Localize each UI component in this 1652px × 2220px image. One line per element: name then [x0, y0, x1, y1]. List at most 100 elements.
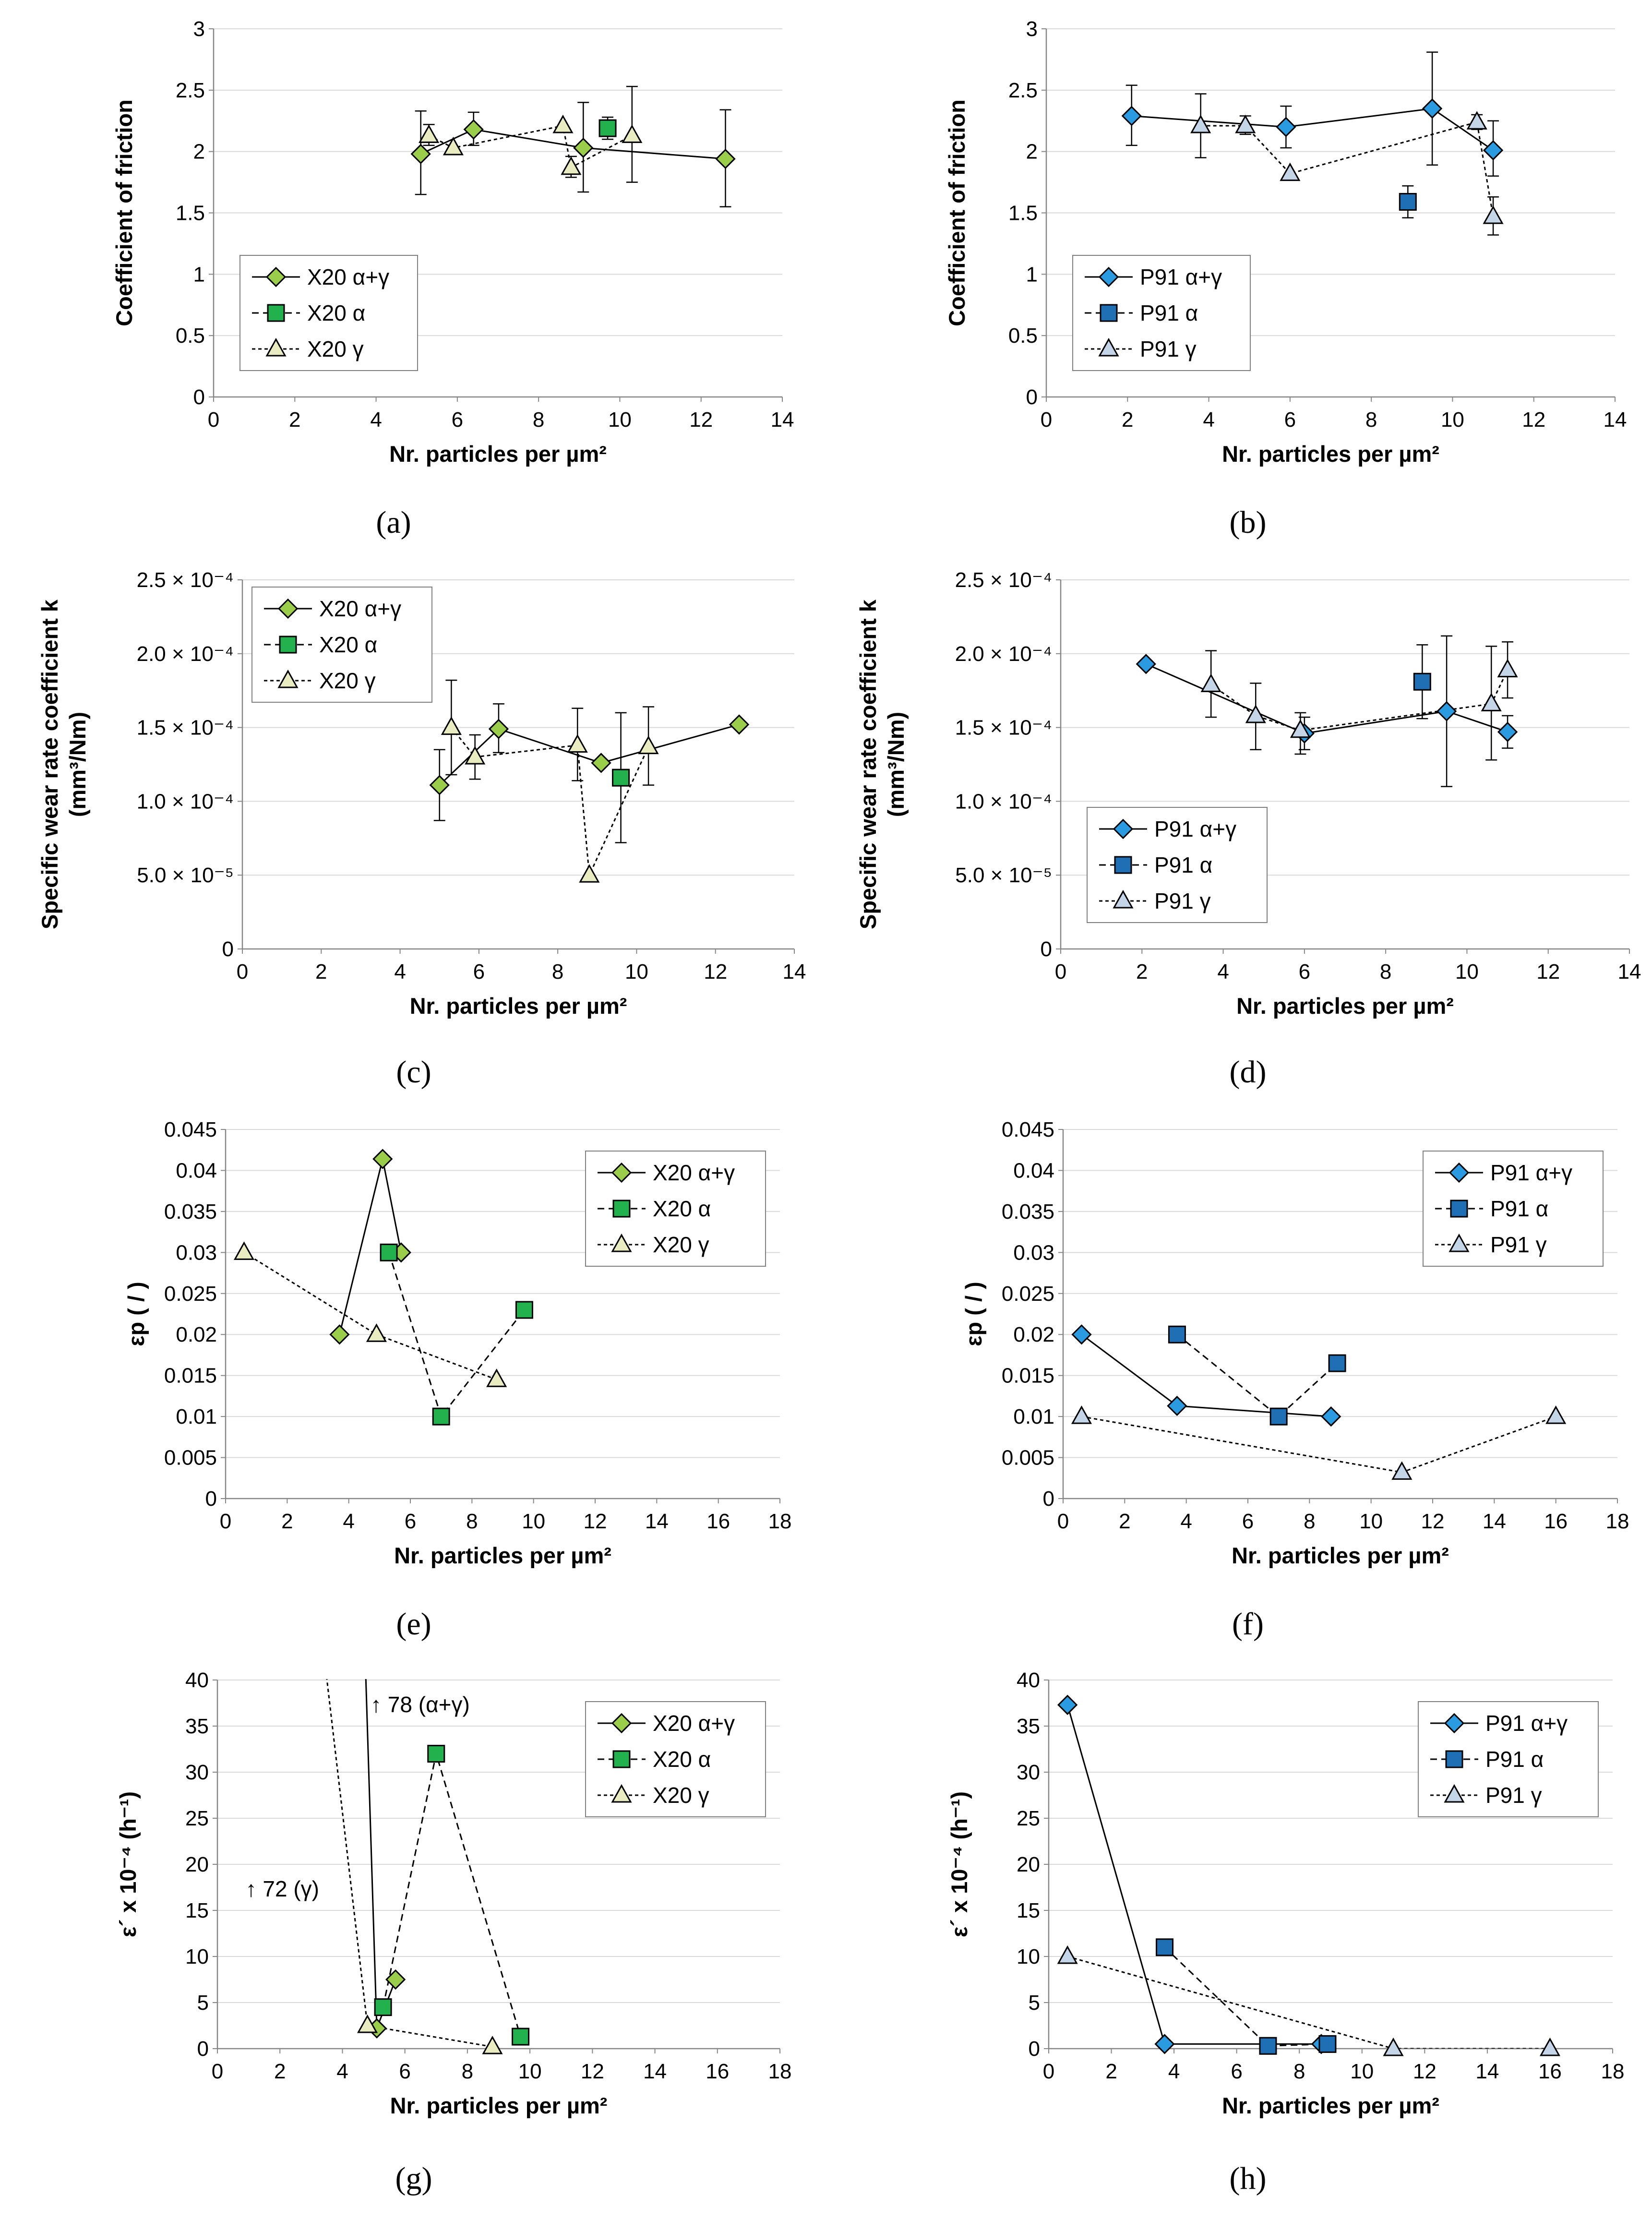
data-point-a-0-1 — [463, 119, 484, 140]
x-tick-label: 6 — [452, 408, 463, 432]
legend-label: P91 γ — [1485, 1783, 1542, 1808]
panel-caption: (c) — [396, 1055, 431, 1090]
x-tick-label: 2 — [1136, 960, 1148, 984]
data-point-a-2-3 — [561, 156, 582, 175]
data-point-b-2-1 — [1235, 114, 1256, 133]
x-tick-label: 16 — [706, 2060, 729, 2083]
data-point-f-0-0 — [1071, 1324, 1092, 1345]
legend: P91 α+γ P91 α P91 γ — [1087, 807, 1268, 923]
chart-panel-f: 0 0.005 0.01 0.015 0.02 0.025 0.03 0.035 0.04 0.0… — [961, 1118, 1629, 1642]
data-point-g-2-2 — [482, 2036, 503, 2054]
y-tick-label: 5 — [1029, 1991, 1040, 2015]
chart-panel-d: 0 5.0 × 10⁻⁵ 1.0 × 10⁻⁴ 1.5 × 10⁻⁴ 2.0 × 10⁻… — [855, 568, 1641, 1090]
y-tick-label: 0 — [1043, 1487, 1054, 1511]
x-tick-label: 12 — [1421, 1510, 1445, 1533]
legend-marker — [612, 1200, 631, 1218]
y-axis-title: Coefficient of friction — [944, 99, 970, 326]
markers-layer — [233, 1149, 533, 1426]
data-point-d-0-2 — [1436, 701, 1457, 721]
x-tick-label: 2 — [1105, 2060, 1117, 2083]
x-tick-label: 2 — [315, 960, 327, 984]
y-tick-label: 35 — [185, 1715, 209, 1738]
x-tick-label: 10 — [625, 960, 648, 984]
data-point-c-2-4 — [638, 735, 659, 755]
y-tick-label: 0.02 — [1013, 1323, 1054, 1346]
x-tick-label: 6 — [399, 2060, 410, 2083]
x-tick-label: 12 — [1522, 408, 1545, 432]
y-tick-label: 0.035 — [1002, 1200, 1054, 1224]
x-tick-label: 0 — [237, 960, 248, 984]
plot-area — [1081, 1334, 1556, 1473]
x-tick-label: 10 — [608, 408, 632, 432]
series-line-h-0 — [1066, 1704, 1321, 2045]
y-axis-title: ε´ x 10⁻⁴ (h⁻¹) — [946, 1791, 972, 1937]
legend-label: X20 γ — [307, 336, 364, 361]
legend-marker — [1444, 1713, 1465, 1734]
y-tick-label: 0.5 — [1008, 324, 1038, 348]
legend-marker — [1098, 266, 1119, 288]
x-tick-label: 0 — [1057, 1510, 1069, 1533]
data-point-f-2-0 — [1071, 1405, 1092, 1424]
x-tick-label: 12 — [1536, 960, 1560, 984]
x-axis-title: Nr. particles per µm² — [1222, 2093, 1439, 2118]
x-tick-label: 6 — [1231, 2060, 1242, 2083]
x-tick-label: 2 — [1119, 1510, 1130, 1533]
y-tick-label: 2 — [1026, 140, 1038, 164]
data-point-d-2-2 — [1290, 719, 1311, 738]
data-point-c-0-3 — [729, 714, 750, 735]
y-tick-label: 0 — [1029, 2037, 1040, 2061]
y-tick-label: 5.0 × 10⁻⁵ — [955, 864, 1052, 887]
data-point-h-2-0 — [1057, 1945, 1078, 1964]
markers-layer — [1121, 51, 1504, 236]
y-tick-label: 1.5 × 10⁻⁴ — [955, 716, 1052, 740]
y-tick-label: 0.02 — [176, 1323, 217, 1346]
x-tick-label: 6 — [1242, 1510, 1254, 1533]
series-line-g-0 — [365, 1679, 396, 2029]
legend-label: X20 γ — [653, 1783, 709, 1808]
legend: P91 α+γ P91 α P91 γ — [1072, 255, 1251, 371]
legend-marker — [612, 1750, 631, 1768]
legend-marker — [265, 337, 287, 357]
x-tick-label: 14 — [1604, 408, 1627, 432]
legend-marker — [265, 266, 287, 288]
markers-layer — [357, 1745, 530, 2054]
x-tick-label: 10 — [518, 2060, 542, 2083]
x-tick-label: 14 — [643, 2060, 667, 2083]
y-tick-label: 0.015 — [164, 1364, 217, 1388]
data-point-a-0-0 — [410, 144, 431, 164]
data-point-f-0-1 — [1167, 1395, 1187, 1416]
y-tick-label: 1.5 × 10⁻⁴ — [137, 716, 234, 740]
y-tick-label: 0.01 — [1013, 1405, 1054, 1428]
legend-marker — [611, 1784, 632, 1803]
data-point-g-1-2 — [512, 2028, 530, 2046]
plot-area — [326, 1679, 522, 2048]
data-point-f-1-2 — [1328, 1354, 1346, 1372]
data-point-a-0-3 — [715, 148, 736, 169]
legend-label: P91 α — [1490, 1196, 1548, 1221]
y-tick-label: 40 — [1017, 1668, 1040, 1692]
x-tick-label: 4 — [343, 1510, 354, 1533]
data-point-f-0-2 — [1321, 1406, 1341, 1427]
x-tick-label: 8 — [1304, 1510, 1315, 1533]
y-tick-label: 20 — [185, 1853, 209, 1876]
y-axis-title: Coefficient of friction — [111, 99, 137, 326]
x-tick-label: 8 — [1365, 408, 1377, 432]
y-tick-label: 25 — [185, 1807, 209, 1830]
x-tick-label: 18 — [768, 2060, 792, 2083]
data-point-e-0-0 — [329, 1324, 350, 1345]
legend-marker — [1450, 1200, 1468, 1218]
y-tick-label: 2.0 × 10⁻⁴ — [955, 642, 1052, 666]
x-tick-label: 14 — [771, 408, 794, 432]
data-point-b-0-1 — [1276, 117, 1296, 137]
x-tick-label: 18 — [1601, 2060, 1625, 2083]
y-tick-label: 25 — [1017, 1807, 1040, 1830]
series-line-f-2 — [1081, 1416, 1556, 1473]
panel-caption: (b) — [1230, 505, 1267, 540]
x-tick-label: 2 — [274, 2060, 286, 2083]
legend-label: X20 α — [653, 1747, 711, 1772]
x-tick-label: 4 — [1180, 1510, 1192, 1533]
data-point-g-1-1 — [427, 1745, 445, 1763]
legend-label: P91 α — [1485, 1747, 1544, 1772]
y-tick-label: 20 — [1017, 1853, 1040, 1876]
